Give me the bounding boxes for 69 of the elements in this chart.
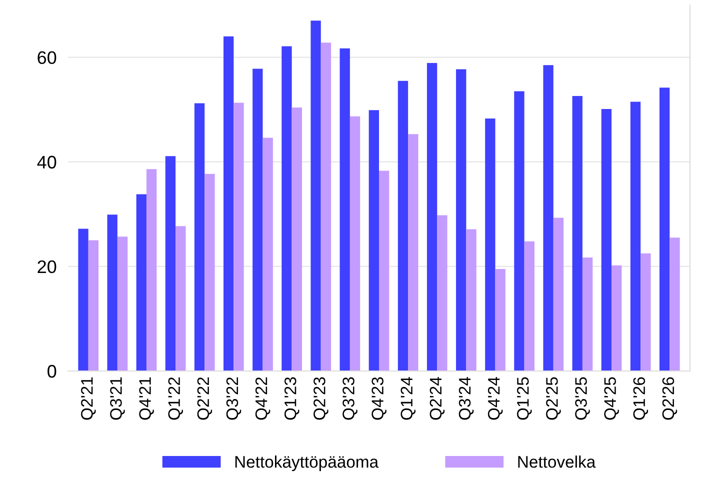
bar <box>485 118 496 371</box>
bar <box>426 63 438 371</box>
bar <box>368 110 379 371</box>
y-tick-label: 40 <box>37 156 56 169</box>
bar <box>252 68 263 371</box>
x-tick-label: Q2'25 <box>546 377 561 420</box>
x-tick-label: Q1'23 <box>284 377 300 420</box>
x-tick-label: Q4'23 <box>372 377 386 420</box>
bar <box>340 48 350 371</box>
x-tick-label: Q1'25 <box>517 377 532 420</box>
x-tick-label: Q4'25 <box>604 377 619 420</box>
bar <box>379 170 390 371</box>
x-tick-label: Q1'22 <box>168 377 183 420</box>
bar <box>398 80 408 371</box>
legend-label: Nettokäyttöpääoma <box>235 456 379 472</box>
bar <box>176 226 186 371</box>
bar <box>466 229 476 371</box>
bar <box>572 96 582 371</box>
x-tick-label: Q4'24 <box>488 377 503 420</box>
bar <box>204 174 215 371</box>
bar <box>659 88 670 371</box>
bar <box>320 42 332 371</box>
y-tick-label: 60 <box>38 51 56 64</box>
bar <box>292 107 302 371</box>
x-tick-label: Q3'25 <box>575 377 590 420</box>
bar <box>456 69 466 371</box>
x-tick-label: Q3'21 <box>110 377 125 420</box>
x-tick-label: Q1'26 <box>633 377 648 420</box>
x-tick-label: Q3'24 <box>458 377 474 420</box>
bar <box>194 103 205 371</box>
bar <box>543 65 554 371</box>
bar <box>107 214 118 371</box>
bar <box>670 238 680 371</box>
bar <box>234 102 244 371</box>
bar <box>408 134 418 371</box>
bar <box>553 218 564 371</box>
bar <box>437 215 448 371</box>
legend-label: Nettovelka <box>518 456 596 468</box>
bar <box>514 91 524 371</box>
bar <box>524 241 534 371</box>
x-tick-label: Q2'23 <box>314 377 328 420</box>
bar <box>165 156 176 371</box>
x-tick-label: Q4'21 <box>139 377 154 420</box>
bar <box>640 253 651 371</box>
bar <box>612 265 622 371</box>
x-tick-label: Q1'24 <box>400 377 416 420</box>
x-tick-label: Q3'22 <box>226 377 242 420</box>
bar <box>117 236 128 371</box>
y-tick-label: 20 <box>38 260 56 274</box>
bar <box>350 116 360 371</box>
bar <box>78 228 88 371</box>
x-tick-label: Q4'22 <box>255 377 270 420</box>
bar <box>146 169 157 371</box>
bar <box>495 269 506 371</box>
bar <box>136 194 146 371</box>
x-tick-label: Q3'23 <box>342 377 358 420</box>
bar <box>582 258 593 371</box>
bar <box>630 102 641 371</box>
x-tick-label: Q2'24 <box>430 377 445 420</box>
bar <box>310 20 321 371</box>
bar <box>262 138 273 371</box>
x-tick-label: Q2'21 <box>81 377 96 420</box>
x-tick-label: Q2'22 <box>197 377 212 420</box>
bar <box>601 109 612 371</box>
bar <box>88 240 99 371</box>
bar <box>224 36 234 371</box>
x-tick-label: Q2'26 <box>662 377 678 420</box>
y-tick-label: 0 <box>48 364 56 378</box>
bar <box>282 46 292 371</box>
